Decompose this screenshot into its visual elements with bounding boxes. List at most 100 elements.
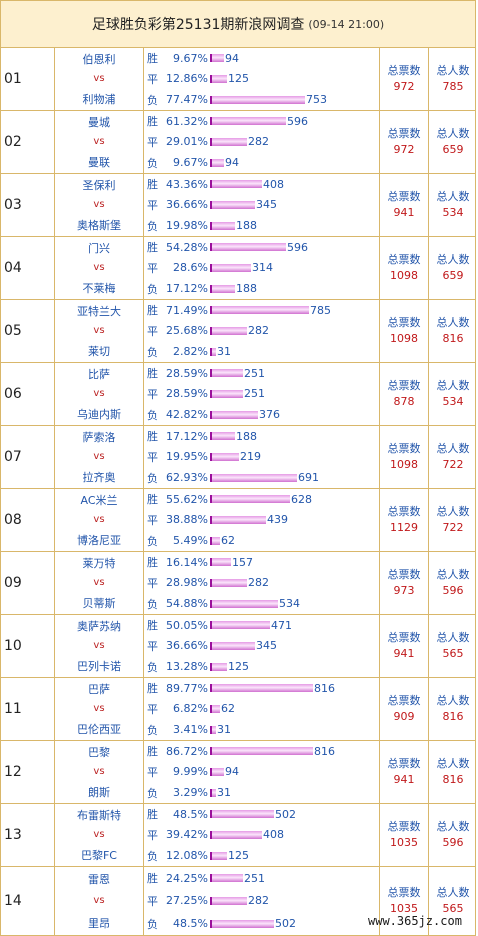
total-votes-label: 总票数	[387, 631, 421, 644]
win-bar	[210, 306, 309, 315]
result-line-loss: 负 3.41% 31	[147, 721, 379, 739]
draw-percent: 27.25%	[166, 894, 208, 908]
win-label: 胜	[147, 304, 158, 318]
result-line-draw: 平 28.98% 282	[147, 574, 379, 592]
win-count: 251	[244, 366, 265, 380]
loss-percent: 54.88%	[166, 597, 208, 611]
away-team: 利物浦	[82, 92, 116, 106]
result-line-draw: 平 38.88% 439	[147, 511, 379, 529]
loss-bar	[210, 851, 227, 860]
total-people-label: 总人数	[436, 505, 470, 518]
total-votes-cell: 总票数 878	[380, 363, 429, 425]
total-people-value: 659	[442, 143, 464, 156]
draw-count: 219	[240, 450, 261, 464]
total-people-label: 总人数	[436, 190, 470, 203]
win-label: 胜	[147, 367, 158, 381]
win-label: 胜	[147, 556, 158, 570]
total-votes-label: 总票数	[387, 886, 421, 899]
draw-percent: 12.86%	[166, 72, 208, 86]
draw-percent: 29.01%	[166, 135, 208, 149]
win-label: 胜	[147, 178, 158, 192]
total-people-cell: 总人数 565	[429, 867, 477, 935]
total-votes-value: 972	[393, 80, 415, 93]
total-votes-value: 1098	[390, 458, 418, 471]
result-line-loss: 负 19.98% 188	[147, 217, 379, 235]
total-people-label: 总人数	[436, 442, 470, 455]
draw-percent: 28.6%	[173, 261, 208, 275]
result-votes: 胜 54.28% 596 平 28.6% 314 负 17.12% 188	[144, 237, 380, 299]
draw-label: 平	[147, 135, 158, 149]
win-bar	[210, 747, 313, 756]
win-percent: 28.59%	[166, 366, 208, 380]
win-count: 502	[275, 807, 296, 821]
draw-count: 345	[256, 198, 277, 212]
total-votes-cell: 总票数 972	[380, 111, 429, 173]
vs-label: vs	[93, 895, 105, 907]
draw-label: 平	[147, 261, 158, 275]
draw-label: 平	[147, 72, 158, 86]
draw-bar	[210, 137, 247, 146]
match-row: 03 圣保利 vs 奥格斯堡 胜 43.36% 408 平 36.66% 345 负 19.98% 18…	[0, 174, 476, 237]
loss-percent: 62.93%	[166, 471, 208, 485]
win-count: 816	[314, 744, 335, 758]
loss-percent: 13.28%	[166, 660, 208, 674]
match-row: 11 巴萨 vs 巴伦西亚 胜 89.77% 816 平 6.82% 62 负 3.41% 31 总票数 9…	[0, 678, 476, 741]
home-team: AC米兰	[80, 494, 118, 508]
result-votes: 胜 16.14% 157 平 28.98% 282 负 54.88% 534	[144, 552, 380, 614]
loss-bar	[210, 919, 274, 928]
match-number: 10	[1, 615, 55, 677]
total-people-cell: 总人数 565	[429, 615, 477, 677]
match-number: 04	[1, 237, 55, 299]
win-percent: 54.28%	[166, 240, 208, 254]
total-people-value: 534	[442, 395, 464, 408]
loss-bar	[210, 473, 297, 482]
loss-count: 188	[236, 219, 257, 233]
draw-label: 平	[147, 513, 158, 527]
draw-bar	[210, 641, 255, 650]
draw-label: 平	[147, 450, 158, 464]
draw-bar	[210, 389, 243, 398]
win-label: 胜	[147, 241, 158, 255]
loss-count: 125	[228, 849, 249, 863]
home-team: 比萨	[88, 368, 110, 382]
loss-label: 负	[147, 786, 158, 800]
total-people-cell: 总人数 534	[429, 363, 477, 425]
win-percent: 16.14%	[166, 555, 208, 569]
win-label: 胜	[147, 808, 158, 822]
loss-label: 负	[147, 408, 158, 422]
win-count: 471	[271, 618, 292, 632]
result-votes: 胜 24.25% 251 平 27.25% 282 负 48.5% 502	[144, 867, 380, 935]
draw-label: 平	[147, 198, 158, 212]
loss-bar	[210, 788, 216, 797]
result-votes: 胜 17.12% 188 平 19.95% 219 负 62.93% 691	[144, 426, 380, 488]
loss-label: 负	[147, 471, 158, 485]
total-votes-label: 总票数	[387, 568, 421, 581]
result-votes: 胜 55.62% 628 平 38.88% 439 负 5.49% 62	[144, 489, 380, 551]
total-people-label: 总人数	[436, 127, 470, 140]
result-line-loss: 负 42.82% 376	[147, 406, 379, 424]
match-teams: 巴萨 vs 巴伦西亚	[55, 678, 144, 740]
total-votes-label: 总票数	[387, 316, 421, 329]
total-votes-cell: 总票数 972	[380, 48, 429, 110]
match-number: 13	[1, 804, 55, 866]
vs-label: vs	[93, 199, 105, 211]
survey-time: (09-14 21:00)	[308, 17, 385, 31]
total-votes-value: 1098	[390, 332, 418, 345]
result-line-win: 胜 71.49% 785	[147, 301, 379, 319]
result-line-draw: 平 6.82% 62	[147, 700, 379, 718]
draw-count: 345	[256, 639, 277, 653]
win-percent: 9.67%	[173, 51, 208, 65]
match-number: 08	[1, 489, 55, 551]
draw-count: 282	[248, 894, 269, 908]
result-line-loss: 负 54.88% 534	[147, 595, 379, 613]
loss-count: 31	[217, 345, 231, 359]
total-people-cell: 总人数 596	[429, 804, 477, 866]
vs-label: vs	[93, 73, 105, 85]
total-votes-label: 总票数	[387, 820, 421, 833]
result-votes: 胜 71.49% 785 平 25.68% 282 负 2.82% 31	[144, 300, 380, 362]
draw-count: 282	[248, 576, 269, 590]
total-people-cell: 总人数 722	[429, 426, 477, 488]
loss-percent: 2.82%	[173, 345, 208, 359]
vs-label: vs	[93, 262, 105, 274]
match-row: 13 布雷斯特 vs 巴黎FC 胜 48.5% 502 平 39.42% 408 负 12.08% 12…	[0, 804, 476, 867]
